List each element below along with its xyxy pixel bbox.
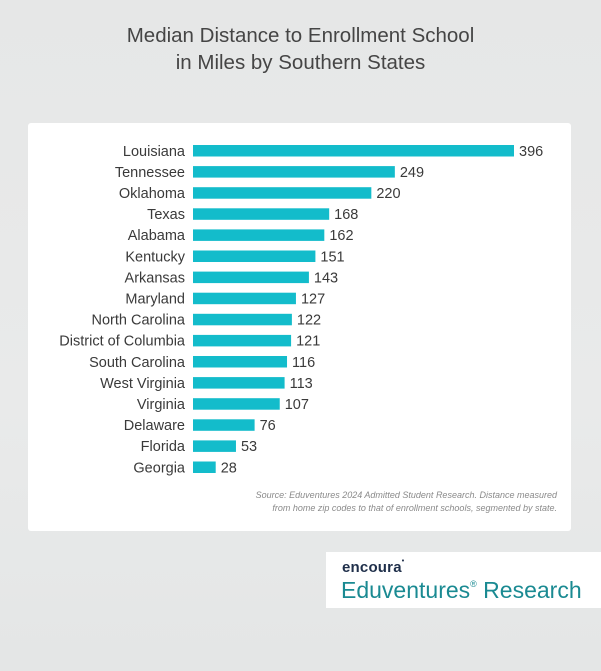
chart-title-line-2: in Miles by Southern States [175,51,426,74]
value-label: 113 [290,376,313,392]
chart-title: Median Distance to Enrollment School in … [0,22,601,76]
value-label: 76 [260,418,276,434]
bar [193,377,285,389]
category-label: Delaware [124,418,185,434]
value-label: 220 [376,186,400,202]
bar [193,313,292,326]
category-label: South Carolina [89,355,186,371]
bar-chart: Louisiana 396 Tennessee 249 Oklahoma 220 Texas… [59,144,543,477]
value-label: 127 [301,291,325,307]
value-label: 249 [400,165,424,181]
category-label: West Virginia [100,376,186,392]
bar [193,166,395,178]
category-label: District of Columbia [59,334,186,350]
bar [193,208,330,220]
category-label: North Carolina [92,313,186,329]
bar [193,461,216,473]
category-label: Oklahoma [119,186,186,202]
value-label: 107 [285,397,309,413]
category-label: Maryland [125,291,185,307]
source-note-line-1: Source: Eduventures 2024 Admitted Studen… [255,490,557,500]
bar [193,292,296,305]
category-label: Arkansas [125,270,185,286]
value-label: 168 [334,207,358,223]
category-label: Texas [147,207,185,223]
bar [193,419,255,431]
encoura-logo: encoura• [342,558,405,576]
category-label: Kentucky [125,249,185,265]
value-label: 151 [320,249,344,265]
brand-logo: encoura• Eduventures® Research [326,552,601,608]
category-label: Louisiana [123,144,186,160]
chart-title-line-1: Median Distance to Enrollment School [126,24,475,47]
value-label: 116 [292,355,315,371]
category-label: Georgia [133,460,186,476]
category-label: Alabama [128,228,186,244]
bar [193,398,280,410]
value-label: 396 [519,144,543,160]
value-label: 162 [329,228,353,244]
source-note-line-2: from home zip codes to that of enrollmen… [272,503,557,513]
bar [193,271,309,284]
category-label: Florida [141,439,186,455]
value-label: 53 [241,439,257,455]
bar [193,250,316,262]
value-label: 28 [221,460,237,476]
value-label: 143 [314,270,338,286]
bar [193,334,292,347]
bar [193,187,372,199]
bar [193,145,514,157]
category-label: Virginia [137,397,186,413]
eduventures-research-logo: Eduventures® Research [341,577,582,603]
bar [193,440,236,452]
source-note: Source: Eduventures 2024 Admitted Studen… [137,489,557,515]
bar [193,356,288,368]
value-label: 121 [296,334,320,350]
chart-card: Louisiana 396 Tennessee 249 Oklahoma 220 Texas… [28,123,571,531]
value-label: 122 [297,313,321,329]
category-label: Tennessee [115,165,185,181]
bar [193,229,325,241]
